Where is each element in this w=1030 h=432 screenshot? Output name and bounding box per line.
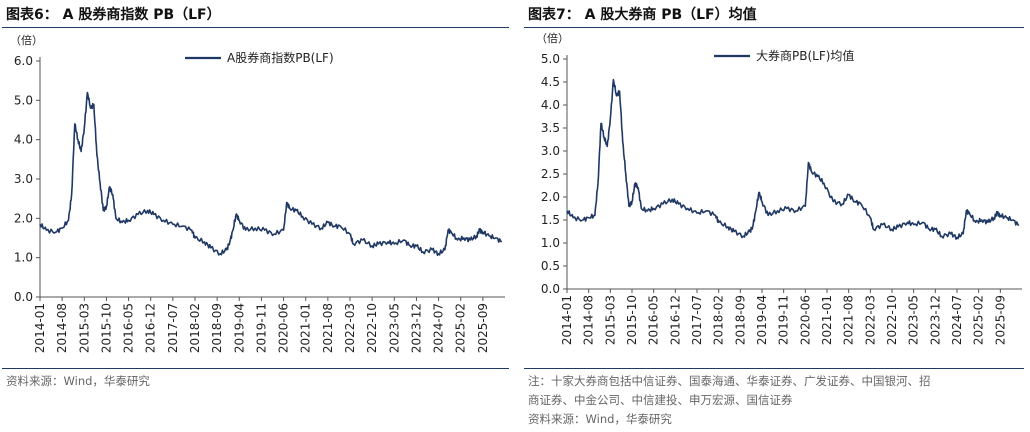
x-tick-label: 2022-03 — [863, 295, 877, 345]
y-tick-label: 2.0 — [14, 211, 33, 225]
legend-label: 大券商PB(LF)均值 — [756, 48, 854, 63]
x-tick-label: 2014-08 — [55, 303, 69, 353]
x-tick-label: 2014-08 — [582, 295, 596, 345]
y-unit-label: （倍） — [536, 31, 569, 45]
y-tick-label: 5.0 — [541, 52, 560, 66]
source-note: 资料来源：Wind，华泰研究 — [528, 412, 672, 426]
legend-label: A股券商指数PB(LF) — [227, 50, 334, 65]
y-tick-label: 2.0 — [541, 190, 560, 204]
x-tick-label: 2018-09 — [733, 295, 747, 345]
y-tick-label: 3.0 — [14, 172, 33, 186]
bottom-divider — [2, 368, 509, 369]
y-tick-label: 4.0 — [541, 98, 560, 112]
x-tick-label: 2021-01 — [299, 303, 313, 353]
x-tick-label: 2024-07 — [950, 295, 964, 345]
y-tick-label: 1.0 — [541, 236, 560, 250]
x-tick-label: 2025-02 — [972, 295, 986, 345]
x-tick-label: 2021-08 — [321, 303, 335, 353]
x-tick-label: 2015-03 — [603, 295, 617, 345]
y-tick-label: 0.0 — [541, 282, 560, 296]
x-tick-label: 2018-02 — [188, 303, 202, 353]
x-tick-label: 2016-12 — [144, 303, 158, 353]
title-divider — [524, 27, 1024, 28]
y-tick-label: 0.0 — [14, 290, 33, 304]
y-tick-label: 5.0 — [14, 93, 33, 107]
series-line — [566, 78, 1020, 240]
x-tick-label: 2018-09 — [210, 303, 224, 353]
x-tick-label: 2020-06 — [798, 295, 812, 345]
chart-title: 图表6： A 股券商指数 PB（LF） — [6, 7, 221, 23]
x-tick-label: 2015-10 — [625, 295, 639, 345]
x-tick-label: 2022-03 — [343, 303, 357, 353]
x-tick-label: 2025-02 — [454, 303, 468, 353]
x-tick-label: 2024-07 — [432, 303, 446, 353]
x-tick-label: 2021-01 — [820, 295, 834, 345]
x-tick-label: 2019-04 — [755, 295, 769, 345]
x-tick-label: 2016-12 — [668, 295, 682, 345]
y-tick-label: 4.0 — [14, 133, 33, 147]
x-tick-label: 2025-09 — [476, 303, 490, 353]
pb-index-chart: （倍） 0.0 1.0 2.0 3.0 4.0 5.0 6.0 2014-01 2014-08 20… — [10, 33, 505, 353]
x-tick-label: 2019-11 — [254, 303, 268, 353]
y-tick-label: 1.0 — [14, 251, 33, 265]
x-tick-label: 2018-02 — [712, 295, 726, 345]
y-tick-label: 3.5 — [541, 121, 560, 135]
x-tick-label: 2022-10 — [885, 295, 899, 345]
big-broker-pb-chart: （倍） 0.0 0.5 1.0 1.5 2.0 2.5 3.0 3.5 4.0 4.5 5.0 2014… — [536, 31, 1022, 345]
x-tick-label: 2015-03 — [77, 303, 91, 353]
x-tick-label: 2019-04 — [232, 303, 246, 353]
x-tick-label: 2022-10 — [365, 303, 379, 353]
chart-title: 图表7： A 股大券商 PB（LF）均值 — [528, 7, 757, 23]
x-tick-label: 2014-01 — [560, 295, 574, 345]
series-line — [39, 91, 503, 257]
x-tick-label: 2019-11 — [777, 295, 791, 345]
x-tick-label: 2023-05 — [907, 295, 921, 345]
bottom-divider — [524, 368, 1024, 369]
y-tick-label: 4.5 — [541, 75, 560, 89]
x-tick-label: 2014-01 — [33, 303, 47, 353]
x-tick-label: 2021-08 — [842, 295, 856, 345]
x-tick-label: 2023-12 — [409, 303, 423, 353]
x-tick-label: 2015-10 — [99, 303, 113, 353]
source-note: 资料来源：Wind，华泰研究 — [6, 374, 150, 388]
y-unit-label: （倍） — [10, 33, 43, 47]
x-tick-label: 2025-09 — [993, 295, 1007, 345]
left-chart-panel: 图表6： A 股券商指数 PB（LF） （倍） 0.0 1.0 2.0 3.0 4.0 5.… — [2, 7, 509, 388]
x-tick-label: 2016-05 — [122, 303, 136, 353]
x-tick-label: 2023-12 — [928, 295, 942, 345]
y-tick-label: 1.5 — [541, 213, 560, 227]
y-tick-label: 3.0 — [541, 144, 560, 158]
y-tick-label: 6.0 — [14, 54, 33, 68]
y-tick-label: 0.5 — [541, 259, 560, 273]
x-tick-label: 2020-06 — [277, 303, 291, 353]
x-tick-label: 2017-07 — [166, 303, 180, 353]
title-divider — [2, 27, 509, 28]
x-tick-label: 2017-07 — [690, 295, 704, 345]
y-tick-label: 2.5 — [541, 167, 560, 181]
x-tick-label: 2023-05 — [387, 303, 401, 353]
right-chart-panel: 图表7： A 股大券商 PB（LF）均值 （倍） 0.0 0.5 1.0 1.5 2.0 2… — [522, 0, 1030, 432]
x-tick-label: 2016-05 — [647, 295, 661, 345]
footnote-line-1: 注：十家大券商包括中信证券、国泰海通、华泰证券、广发证券、中国银河、招 — [528, 374, 931, 388]
footnote-line-2: 商证券、中金公司、中信建投、申万宏源、国信证券 — [528, 393, 793, 407]
